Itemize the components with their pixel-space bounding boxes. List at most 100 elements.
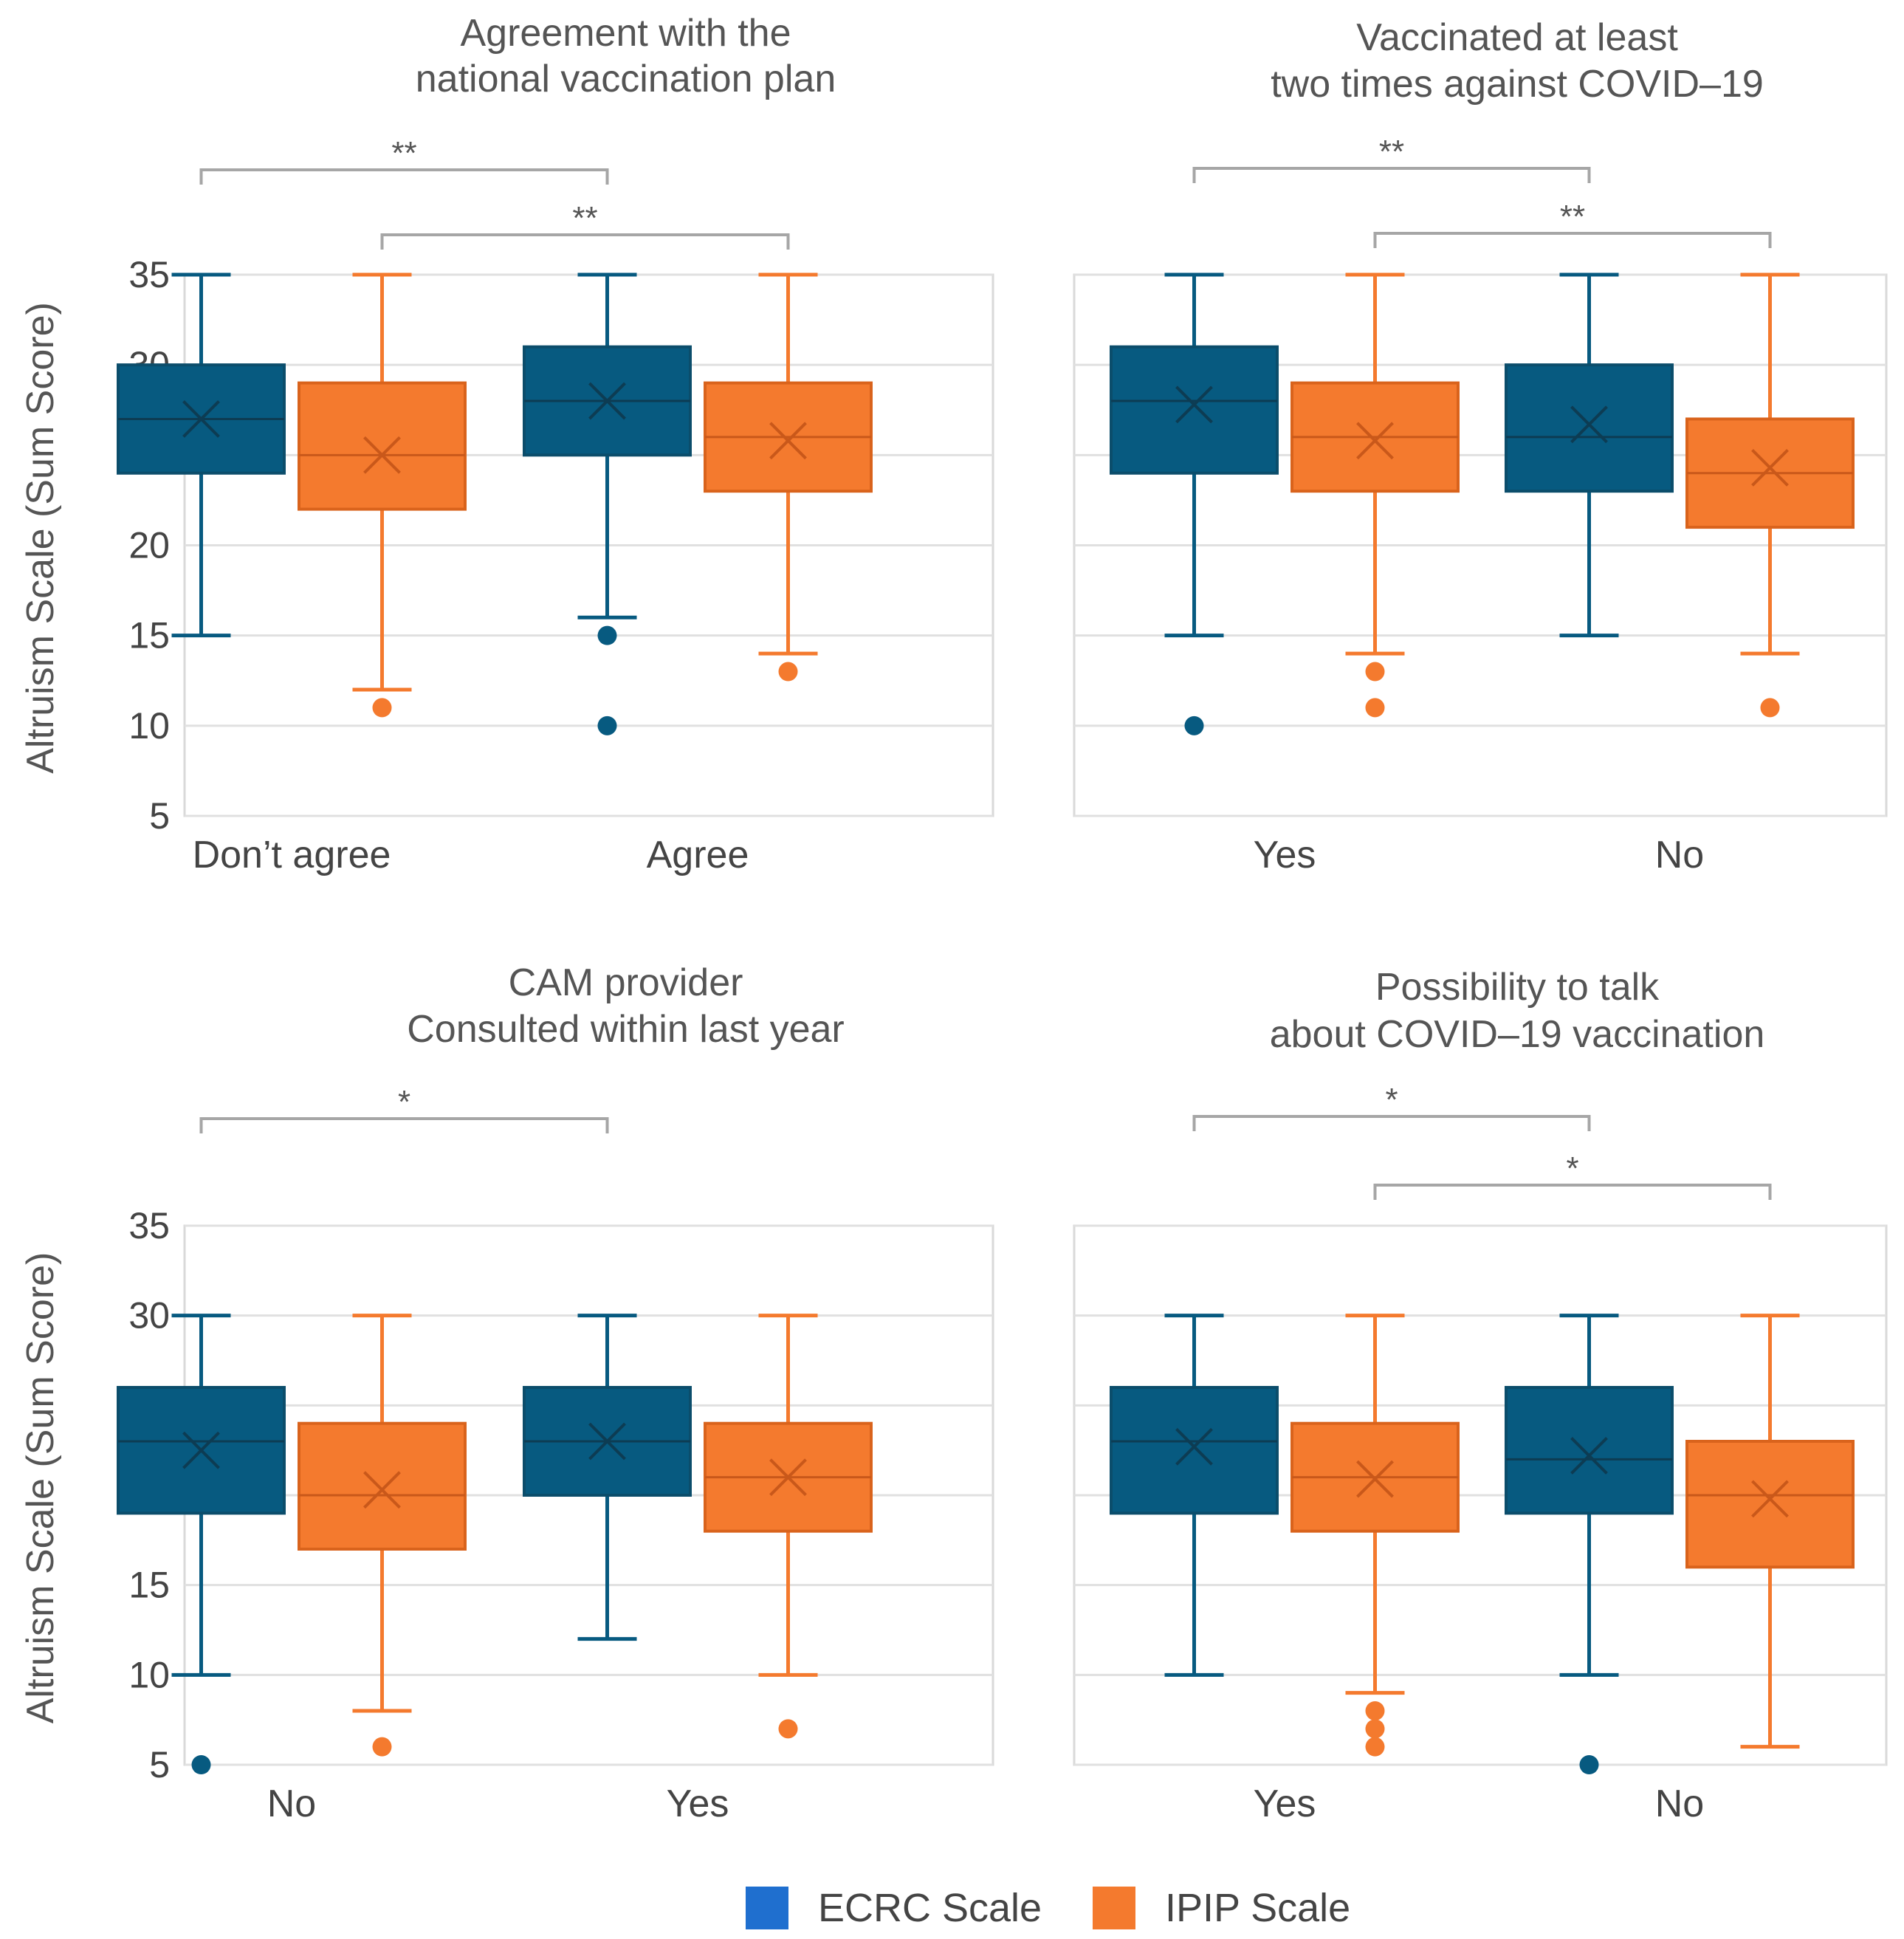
legend-label: ECRC Scale (818, 1886, 1042, 1930)
outlier-point (191, 1755, 211, 1774)
ipip-box-2 (704, 272, 873, 682)
ecrc-box-1 (117, 1314, 286, 1774)
legend-swatch (1093, 1887, 1135, 1929)
ecrc-box-1 (117, 272, 286, 638)
chart-title-line: about COVID–19 vaccination (1270, 1013, 1765, 1056)
ecrc-box-2 (523, 272, 692, 735)
outlier-point (778, 1719, 798, 1739)
chart-title-line: Vaccinated at least (1356, 16, 1678, 59)
significance-label: ** (572, 200, 597, 236)
mean-marker (363, 1471, 401, 1509)
y-tick-label: 10 (128, 1654, 170, 1695)
y-tick-label: 30 (128, 1295, 170, 1336)
significance-bracket (380, 233, 790, 250)
ipip-box-1 (298, 1314, 467, 1757)
box-iqr (1110, 1386, 1279, 1515)
y-tick-label: 35 (128, 254, 170, 295)
significance-bracket (1373, 232, 1772, 248)
outlier-point (1760, 698, 1780, 718)
y-tick-label: 15 (128, 615, 170, 656)
significance-bracket (1192, 167, 1591, 183)
mean-marker (1356, 1460, 1394, 1498)
x-category-label: Don’t agree (193, 834, 391, 876)
chart-title-line: national vaccination plan (416, 58, 836, 100)
x-category-label: Yes (1254, 834, 1316, 876)
chart-title-line: CAM provider (509, 961, 743, 1004)
chart-title-line: Consulted within last year (407, 1008, 845, 1051)
mean-marker (1175, 385, 1213, 424)
significance-bracket (1192, 1115, 1591, 1131)
chart-panel-1: 5101520253035Agreement with thenational … (19, 12, 994, 876)
chart-title-line: Agreement with the (460, 12, 791, 55)
x-category-label: Yes (1254, 1782, 1316, 1825)
significance-bracket (1373, 1184, 1772, 1200)
mean-marker (769, 422, 807, 460)
box-iqr (1685, 1440, 1855, 1569)
y-tick-label: 10 (128, 705, 170, 747)
mean-marker (769, 1458, 807, 1497)
chart-title-line: Possibility to talk (1375, 966, 1660, 1009)
mean-marker (1751, 1480, 1789, 1518)
outlier-point (372, 1737, 392, 1757)
outlier-point (597, 625, 617, 645)
mean-marker (363, 436, 401, 474)
ecrc-box-2 (523, 1314, 692, 1641)
outlier-point (778, 662, 798, 682)
legend-swatch (746, 1887, 788, 1929)
outlier-point (1365, 662, 1385, 682)
legend: ECRC Scale IPIP Scale (746, 1886, 1350, 1930)
y-tick-label: 35 (128, 1205, 170, 1246)
significance-label: ** (1379, 134, 1404, 170)
y-tick-label: 5 (149, 1744, 170, 1785)
mean-marker (1751, 449, 1789, 487)
x-category-label: Yes (667, 1782, 729, 1825)
y-tick-label: 15 (128, 1565, 170, 1606)
ecrc-box-2 (1505, 272, 1674, 638)
significance-label: * (1385, 1082, 1398, 1118)
y-axis-label: Altruism Scale (Sum Score) (19, 1252, 62, 1724)
x-category-label: No (1655, 1782, 1704, 1825)
ecrc-box-2 (1505, 1314, 1674, 1774)
mean-marker (1175, 1427, 1213, 1466)
box-iqr (298, 1421, 467, 1551)
mean-marker (1356, 422, 1394, 460)
mean-marker (588, 1422, 626, 1461)
mean-marker (588, 382, 626, 420)
ipip-box-1 (298, 272, 467, 718)
x-category-label: Agree (647, 834, 749, 876)
x-category-label: No (267, 1782, 316, 1825)
outlier-point (1579, 1755, 1599, 1774)
ecrc-box-1 (1110, 1314, 1279, 1677)
box-iqr (1110, 345, 1279, 475)
mean-marker (1570, 1437, 1608, 1475)
outlier-point (1365, 1737, 1385, 1757)
box-iqr (1505, 1386, 1674, 1515)
outlier-point (597, 715, 617, 735)
significance-label: ** (391, 135, 416, 171)
significance-label: * (398, 1084, 410, 1120)
chart-title-line: two times against COVID–19 (1271, 63, 1764, 106)
significance-label: ** (1560, 199, 1585, 235)
y-tick-label: 5 (149, 795, 170, 837)
box-iqr (1505, 363, 1674, 493)
box-iqr (298, 381, 467, 511)
outlier-point (372, 698, 392, 718)
outlier-point (1365, 698, 1385, 718)
x-category-label: No (1655, 834, 1704, 876)
significance-bracket (199, 168, 609, 185)
ipip-box-1 (1290, 1314, 1460, 1757)
mean-marker (182, 400, 220, 438)
legend-label: IPIP Scale (1165, 1886, 1350, 1930)
ecrc-box-1 (1110, 272, 1279, 735)
y-axis-label: Altruism Scale (Sum Score) (19, 302, 62, 774)
mean-marker (1570, 405, 1608, 444)
outlier-point (1184, 715, 1204, 735)
ipip-box-2 (1685, 1314, 1855, 1749)
ipip-box-2 (704, 1314, 873, 1739)
significance-label: * (1566, 1150, 1578, 1187)
outlier-point (1365, 1701, 1385, 1720)
